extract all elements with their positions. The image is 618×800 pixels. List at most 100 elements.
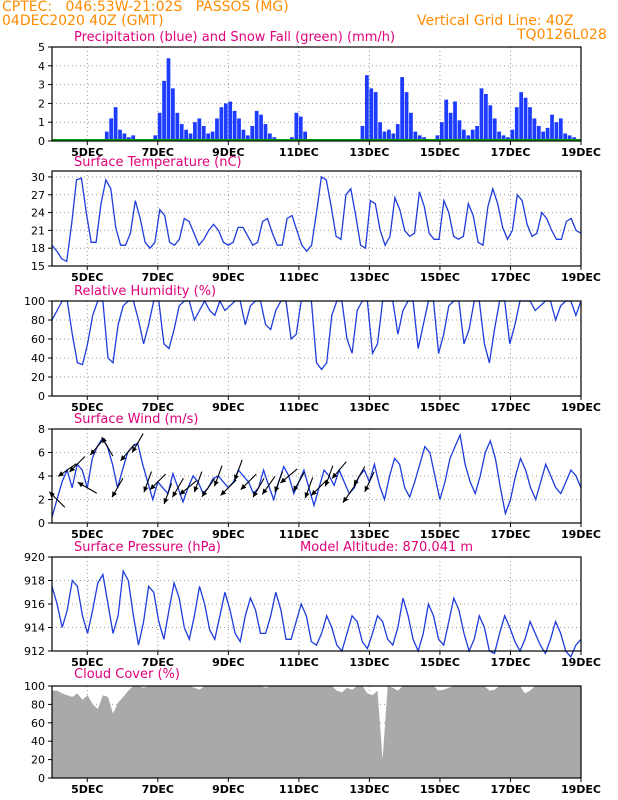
wind-title: Surface Wind (m/s)	[74, 412, 198, 427]
humidity-xtick-label: 7DEC	[142, 401, 174, 414]
precip-bar	[567, 135, 572, 141]
wind-vector-head	[213, 480, 219, 487]
cloud-title: Cloud Cover (%)	[74, 667, 180, 682]
precip-bar	[466, 135, 471, 141]
temperature-ytick-label: 21	[31, 224, 45, 237]
humidity-xtick-label: 13DEC	[349, 401, 389, 414]
precip-bar	[184, 129, 188, 141]
cloud-xtick-label: 11DEC	[279, 783, 319, 796]
humidity-xtick-label: 9DEC	[212, 401, 244, 414]
precip-bar	[528, 107, 532, 141]
wind-vector-head	[353, 479, 359, 486]
humidity-xtick-label: 17DEC	[490, 401, 530, 414]
cloud-ytick-label: 100	[24, 680, 45, 693]
cloud-ytick-label: 0	[38, 772, 45, 785]
wind-vector-head	[201, 490, 208, 497]
humidity-ytick-label: 20	[31, 371, 45, 384]
humidity-series-line	[51, 299, 582, 371]
temperature-xtick-label: 11DEC	[279, 271, 319, 284]
header-grid-line: Vertical Grid Line: 40Z	[417, 13, 574, 29]
temperature-ytick-label: 18	[31, 242, 45, 255]
precip-bar	[245, 135, 250, 141]
header-code: TQ0126L028	[517, 27, 607, 43]
precip-bar	[550, 114, 554, 141]
pressure-title: Surface Pressure (hPa)	[74, 540, 221, 555]
precip-bar	[157, 112, 162, 141]
precip-bar	[541, 131, 546, 141]
cloud-ytick-label: 40	[31, 735, 45, 748]
precip-bar	[417, 135, 422, 141]
pressure-xtick-label: 17DEC	[490, 656, 530, 669]
precip-bar	[162, 80, 166, 141]
wind-xtick-label: 11DEC	[279, 528, 319, 541]
precip-bar	[268, 133, 272, 141]
humidity-ytick-label: 100	[24, 295, 45, 308]
precip-ytick-label: 5	[38, 41, 45, 54]
cloud-xtick-label: 5DEC	[71, 783, 103, 796]
precip-bar	[457, 120, 462, 141]
precip-bar	[409, 112, 413, 141]
wind-vector-head	[253, 491, 258, 498]
precip-bar	[109, 118, 114, 141]
wind-vector-head	[332, 472, 338, 479]
precip-bar	[237, 118, 241, 141]
temperature-xtick-label: 19DEC	[561, 271, 601, 284]
wind-vector-head	[293, 485, 299, 492]
cloud-frame	[51, 685, 582, 779]
precip-bar	[153, 135, 158, 141]
precip-bar	[294, 112, 299, 141]
wind-vector-head	[220, 489, 227, 496]
temperature-ytick-label: 15	[31, 260, 45, 273]
humidity-xtick-label: 11DEC	[279, 401, 319, 414]
precip-bar	[523, 97, 528, 141]
humidity-title: Relative Humidity (%)	[74, 284, 216, 299]
wind-vector-head	[364, 485, 370, 492]
humidity-ytick-label: 40	[31, 352, 45, 365]
temperature-ytick-label: 24	[31, 207, 45, 220]
precip-bar	[175, 112, 180, 141]
pressure-ytick-label: 914	[24, 622, 45, 635]
precip-bar	[166, 58, 171, 141]
pressure-xtick-label: 15DEC	[420, 656, 460, 669]
precip-bar	[448, 112, 453, 141]
pressure-ytick-label: 916	[24, 598, 45, 611]
wind-vector-head	[120, 455, 126, 461]
humidity-xtick-label: 5DEC	[71, 401, 103, 414]
pressure-xtick-label: 11DEC	[279, 656, 319, 669]
cloud-ytick-label: 80	[31, 698, 45, 711]
precip-bar	[360, 125, 365, 141]
precip-bar	[241, 129, 246, 141]
wind-xtick-label: 5DEC	[71, 528, 103, 541]
precip-xtick-label: 15DEC	[420, 146, 460, 159]
wind-vector-head	[172, 491, 178, 498]
precip-bar	[364, 75, 369, 141]
pressure-xtick-label: 9DEC	[212, 656, 244, 669]
precip-xtick-label: 17DEC	[490, 146, 530, 159]
precip-bar	[118, 129, 122, 141]
wind-vector-head	[342, 496, 349, 503]
precip-bar	[453, 101, 457, 141]
precip-bar	[475, 125, 479, 141]
wind-vector-head	[90, 449, 96, 456]
precip-bar	[259, 114, 263, 141]
precip-bar	[378, 122, 382, 141]
precip-xtick-label: 7DEC	[142, 146, 174, 159]
precip-bar	[536, 125, 541, 141]
pressure-xtick-label: 19DEC	[561, 656, 601, 669]
precip-bar	[558, 118, 563, 141]
precip-bar	[232, 110, 237, 141]
temperature-xtick-label: 15DEC	[420, 271, 460, 284]
pressure-xtick-label: 13DEC	[349, 656, 389, 669]
precip-bar	[479, 88, 484, 141]
precip-bar	[254, 110, 259, 141]
precip-bar	[382, 131, 387, 141]
precip-bar	[514, 107, 519, 141]
pressure-ytick-label: 912	[24, 645, 45, 658]
precip-bar	[228, 101, 233, 141]
precip-bar	[197, 118, 202, 141]
precip-bar	[387, 129, 391, 141]
header-station: CPTEC: 046:53W-21:02S PASSOS (MG)	[2, 0, 289, 15]
cloud-ytick-label: 20	[31, 754, 45, 767]
precip-bar	[545, 127, 550, 141]
pressure-xtick-label: 7DEC	[142, 656, 174, 669]
